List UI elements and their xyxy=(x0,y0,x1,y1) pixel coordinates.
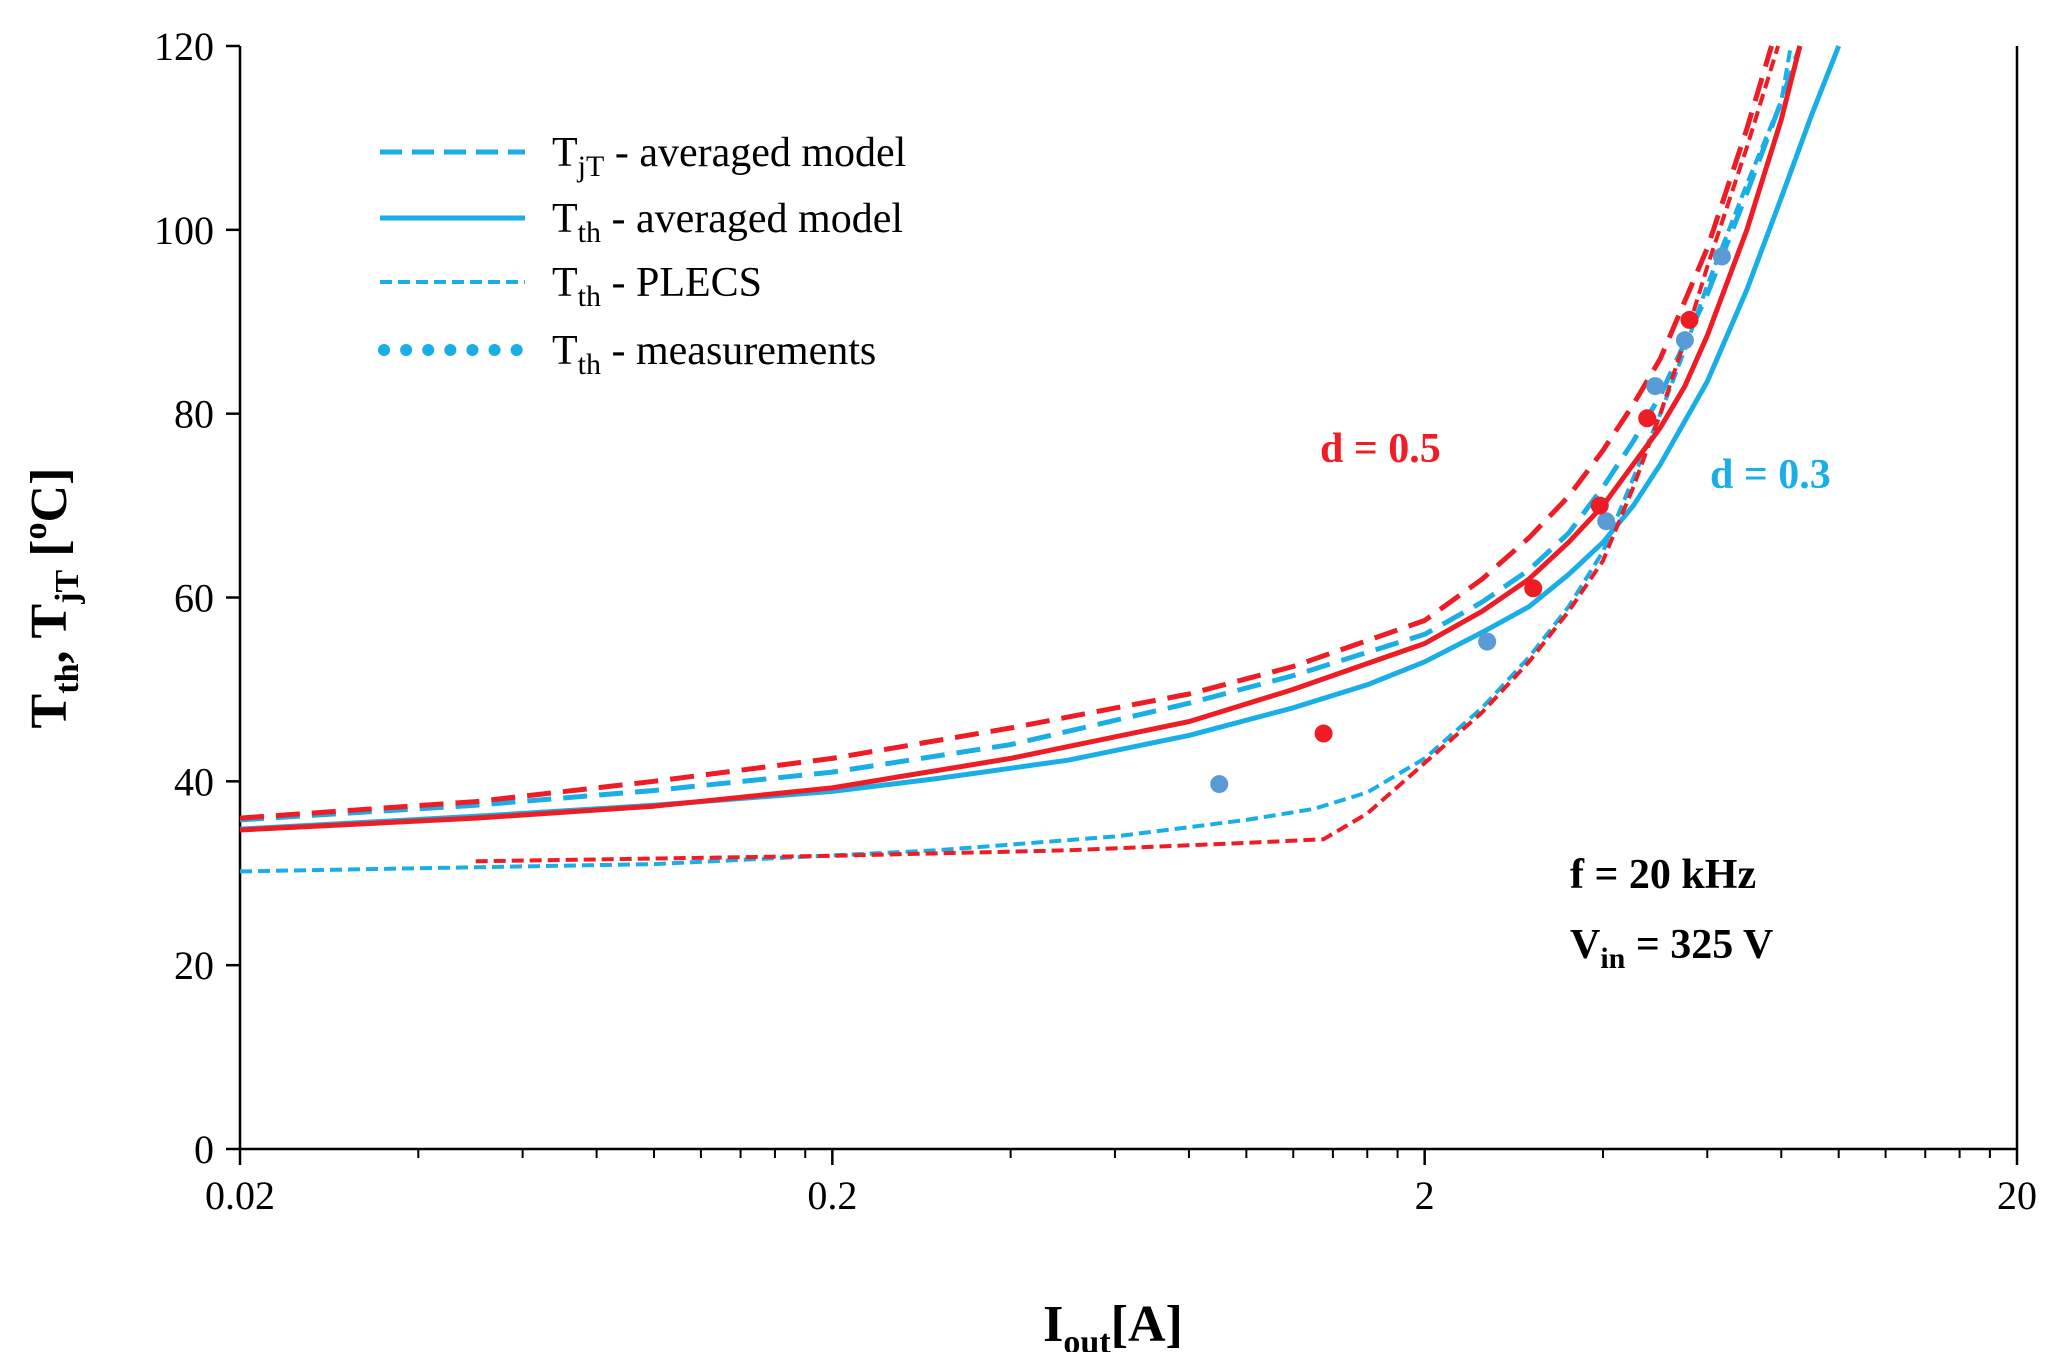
y-tick-label: 0 xyxy=(194,1127,214,1172)
annotation-frequency: f = 20 kHz xyxy=(1570,852,1756,898)
measurement-point xyxy=(1597,512,1616,531)
legend-item-tth-averaged: Tth - averaged model xyxy=(380,196,903,249)
measurement-point xyxy=(1680,310,1699,329)
series-line-6 xyxy=(475,45,1781,864)
x-tick-label: 0.02 xyxy=(205,1173,275,1218)
measurement-point xyxy=(1590,496,1609,515)
measurement-point xyxy=(1478,632,1497,651)
series-lines xyxy=(239,45,1842,874)
y-tick-label: 40 xyxy=(174,759,214,804)
y-axis-ticks: 0 20 40 60 80 100 120 xyxy=(154,24,240,1172)
legend-item-tth-plecs: Tth - PLECS xyxy=(380,260,762,313)
x-tick-label: 2 xyxy=(1415,1173,1435,1218)
annotation-d-0-5: d = 0.5 xyxy=(1320,426,1441,472)
measurement-points xyxy=(1210,247,1731,794)
x-tick-label: 20 xyxy=(1997,1173,2037,1218)
series-line-4 xyxy=(239,45,1803,833)
legend-label-tth-measurements: Tth - measurements xyxy=(552,328,876,381)
y-tick-label: 80 xyxy=(174,392,214,437)
series-line-5 xyxy=(239,45,1774,821)
y-tick-label: 60 xyxy=(174,576,214,621)
x-tick-label: 0.2 xyxy=(807,1173,857,1218)
y-tick-label: 100 xyxy=(154,208,214,253)
x-axis-ticks: 0.02 0.2 2 20 xyxy=(205,1149,2037,1218)
annotation-d-0-3: d = 0.3 xyxy=(1710,452,1831,498)
series-line-3 xyxy=(239,45,1793,874)
measurement-point xyxy=(1314,724,1333,743)
legend-label-tth-plecs: Tth - PLECS xyxy=(552,260,762,313)
legend-item-tth-measurements: Tth - measurements xyxy=(378,328,876,381)
legend-item-tjt-averaged: TjT - averaged model xyxy=(380,130,906,183)
series-line-2 xyxy=(239,45,1803,823)
x-axis-label: Iout[A] xyxy=(1043,1296,1183,1352)
measurement-point xyxy=(1712,247,1731,266)
measurement-point xyxy=(1675,331,1694,350)
y-tick-label: 120 xyxy=(154,24,214,69)
measurement-point xyxy=(1646,377,1665,396)
series-line-1 xyxy=(239,45,1842,832)
measurement-point xyxy=(1524,579,1543,598)
legend: TjT - averaged model Tth - averaged mode… xyxy=(378,130,906,381)
measurement-point xyxy=(1210,775,1229,794)
measurement-point xyxy=(1638,409,1657,428)
legend-label-tth-averaged: Tth - averaged model xyxy=(552,196,903,249)
legend-label-tjt-averaged: TjT - averaged model xyxy=(552,130,906,183)
y-tick-label: 20 xyxy=(174,943,214,988)
y-axis-label: Tth, TjT [oC] xyxy=(17,468,86,729)
annotation-input-voltage: Vin = 325 V xyxy=(1570,922,1773,975)
